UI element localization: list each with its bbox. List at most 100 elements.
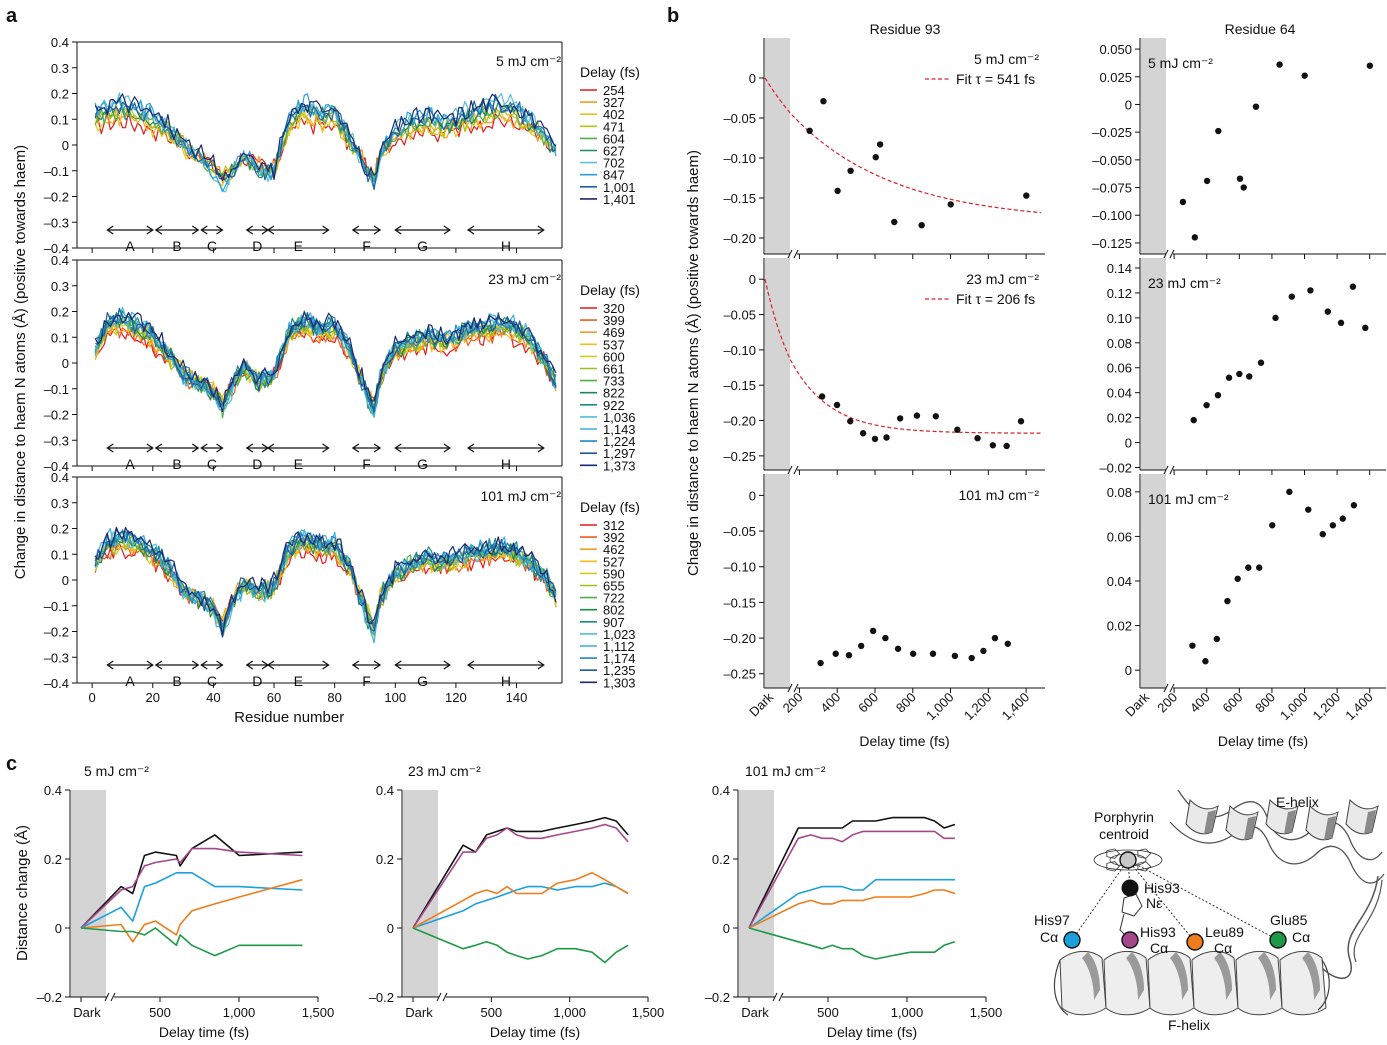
y-tick-label: 0.050 xyxy=(1099,42,1132,57)
axis-break-mark xyxy=(787,465,793,475)
data-point xyxy=(1225,374,1233,381)
y-tick-label: 0.4 xyxy=(44,783,62,798)
helix-arrowhead xyxy=(394,660,402,670)
axis-break-gap xyxy=(790,251,797,257)
legend-label-312: 312 xyxy=(603,518,625,533)
fluence-label: 23 mJ cm⁻² xyxy=(966,271,1039,287)
helix-arrowhead xyxy=(245,660,254,670)
y-tick-label: 0 xyxy=(1125,436,1132,451)
x-tick-label: 1,500 xyxy=(632,1005,665,1020)
y-tick-label: 0.02 xyxy=(1107,411,1132,426)
axis-break-gap xyxy=(790,467,797,473)
data-point xyxy=(891,218,898,226)
helix-arrowhead xyxy=(146,225,154,235)
helix-label-C: C xyxy=(207,673,217,689)
x-tick-label: 140 xyxy=(506,690,528,705)
helix-label-A: A xyxy=(125,238,135,254)
series-line xyxy=(412,882,629,929)
x-tick-label: 400 xyxy=(1187,690,1213,716)
legend-label-1,401: 1,401 xyxy=(603,192,636,207)
helix-arrowhead xyxy=(191,660,200,670)
legend-label-327: 327 xyxy=(603,95,625,110)
data-point xyxy=(1307,287,1314,294)
panel-c-plot-2: 0.4 0.2 0 –0.2 500 1,000 1,500 Dark Delay time (… xyxy=(369,763,665,1040)
data-point xyxy=(834,187,841,194)
axis-break-mark xyxy=(793,683,799,693)
legend-label-1,235: 1,235 xyxy=(603,663,636,678)
y-tick-label: 0.2 xyxy=(712,852,730,867)
data-point xyxy=(1366,62,1374,69)
x-axis-label: Delay time (fs) xyxy=(159,1024,249,1040)
helix-arrowhead xyxy=(154,443,163,453)
axis-break-mark xyxy=(1163,683,1169,693)
series-line-1,036 xyxy=(94,306,556,418)
axis-break-mark xyxy=(1169,249,1175,259)
y-tick-label: –0.4 xyxy=(44,459,69,474)
helix-arrowhead xyxy=(106,225,114,235)
f-helix-shadow xyxy=(1302,952,1320,1000)
helix-arrowhead xyxy=(351,225,360,235)
y-tick-label: 0.08 xyxy=(1107,485,1132,500)
data-point xyxy=(909,650,917,657)
data-point xyxy=(1214,391,1222,399)
data-point xyxy=(1305,506,1312,513)
helix-label-C: C xyxy=(207,456,217,472)
distance-line xyxy=(1127,859,1196,943)
panel-a-subplot-2: –0.4 –0.3 –0.2 –0.1 0 0.1 0.2 0.3 0.4 A B C D E F G H 23 … xyxy=(44,253,640,474)
axis-break-mark xyxy=(787,249,793,259)
x-axis-label: Delay time (fs) xyxy=(827,1024,917,1040)
helix-label-A: A xyxy=(125,456,135,472)
y-tick-label: –0.20 xyxy=(723,631,756,646)
x-axis-label: Delay time (fs) xyxy=(490,1024,580,1040)
series-line-1,174 xyxy=(94,530,557,627)
helix-label-F: F xyxy=(362,673,371,689)
pyrrole-ring xyxy=(1106,861,1120,872)
porphyrin-centroid-atom xyxy=(1119,851,1137,869)
porphyrin-label: Porphyrin xyxy=(1094,809,1154,825)
x-tick-label-dark: Dark xyxy=(746,689,776,719)
x-tick-label: 1,500 xyxy=(302,1005,335,1020)
fluence-label: 5 mJ cm⁻² xyxy=(496,53,561,69)
y-tick-label: 0 xyxy=(62,138,69,153)
fluence-label: 23 mJ cm⁻² xyxy=(1148,275,1221,291)
data-point xyxy=(1288,293,1296,300)
y-tick-label: –0.3 xyxy=(44,650,69,665)
y-tick-label: 0.10 xyxy=(1107,311,1132,326)
y-tick-label: –0.10 xyxy=(723,151,756,166)
data-point xyxy=(1190,416,1197,424)
helix-arrowhead xyxy=(245,225,254,235)
y-tick-label: 0.2 xyxy=(44,852,62,867)
axis-break-gap xyxy=(107,994,114,1000)
series-line-847 xyxy=(94,93,557,193)
data-point xyxy=(1215,127,1222,135)
panel-b-plot-residue-64-3: 0.08 0.06 0.04 0.02 0 101 mJ cm⁻² 200 400 600 800… xyxy=(1107,474,1386,749)
panel-b-plot-residue-93-3: 0 –0.05 –0.10 –0.15 –0.20 –0.25 101 mJ cm⁻² 200… xyxy=(723,474,1045,749)
panel-c-plot-3: 0.4 0.2 0 –0.2 500 1,000 1,500 Dark Delay time (… xyxy=(705,763,1003,1040)
helix-label-B: B xyxy=(172,238,181,254)
helix-label-E: E xyxy=(294,456,303,472)
helix-label-E: E xyxy=(294,673,303,689)
legend-title: Delay (fs) xyxy=(580,282,640,298)
legend-label-1,143: 1,143 xyxy=(603,422,636,437)
data-point xyxy=(896,415,904,422)
distance-line xyxy=(1071,859,1129,941)
distance-line xyxy=(1127,859,1279,941)
helix-arrowhead xyxy=(466,443,475,453)
data-point xyxy=(1256,564,1263,571)
data-point xyxy=(1191,234,1199,241)
centroid-label: centroid xyxy=(1099,826,1149,842)
y-tick-label: 0.4 xyxy=(51,253,69,268)
x-tick-label: 1,400 xyxy=(999,690,1033,724)
x-tick-label: 80 xyxy=(327,690,341,705)
pyrrole-ring xyxy=(1137,848,1152,859)
data-point xyxy=(876,141,884,148)
x-tick-label-dark: Dark xyxy=(741,1005,769,1020)
axis-break-mark xyxy=(110,992,116,1002)
x-tick-label: 600 xyxy=(855,690,881,716)
helix-label-H: H xyxy=(501,673,511,689)
loop-ribbon xyxy=(1353,879,1383,963)
x-tick-label: 200 xyxy=(780,690,806,716)
fluence-label: 101 mJ cm⁻² xyxy=(480,488,561,504)
dark-shade xyxy=(403,790,438,997)
helix-arrowhead xyxy=(216,225,224,235)
